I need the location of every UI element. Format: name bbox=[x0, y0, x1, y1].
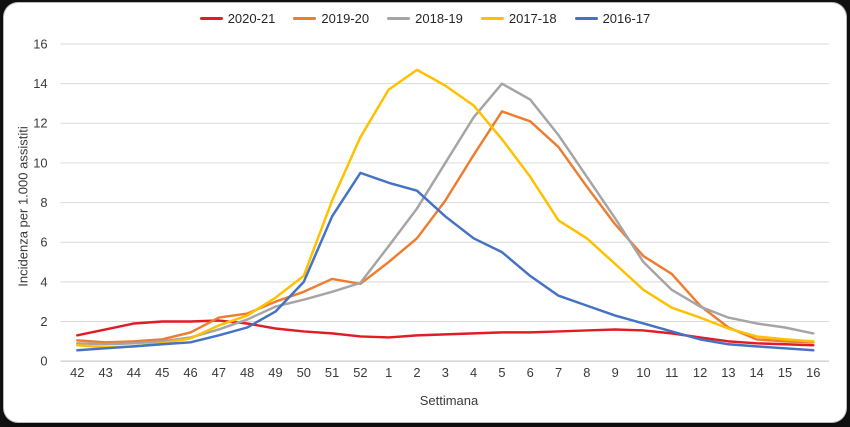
y-tick-label-8: 8 bbox=[40, 195, 47, 210]
x-tick-label-51: 51 bbox=[325, 365, 339, 380]
y-axis-title: Incidenza per 1.000 assistiti bbox=[15, 126, 31, 287]
legend-item-2018-19: 2018-19 bbox=[387, 11, 463, 26]
y-tick-label-12: 12 bbox=[33, 116, 47, 131]
x-tick-label-42: 42 bbox=[70, 365, 84, 380]
x-tick-label-14: 14 bbox=[750, 365, 764, 380]
x-tick-label-52: 52 bbox=[353, 365, 367, 380]
x-tick-label-45: 45 bbox=[155, 365, 169, 380]
x-tick-label-7: 7 bbox=[555, 365, 562, 380]
x-tick-label-47: 47 bbox=[212, 365, 226, 380]
series-line-2017-18 bbox=[76, 68, 815, 349]
legend-item-2017-18: 2017-18 bbox=[480, 11, 557, 26]
x-tick-label-2: 2 bbox=[413, 365, 420, 380]
y-tick-label-0: 0 bbox=[40, 354, 47, 369]
legend-label-2016-17: 2016-17 bbox=[602, 11, 651, 26]
x-tick-label-8: 8 bbox=[583, 365, 590, 380]
x-tick-label-13: 13 bbox=[721, 365, 735, 380]
x-tick-label-4: 4 bbox=[470, 365, 477, 380]
series-line-2016-17 bbox=[76, 171, 815, 352]
x-tick-label-3: 3 bbox=[442, 365, 449, 380]
series-line-2019-20 bbox=[76, 110, 815, 344]
x-tick-label-46: 46 bbox=[183, 365, 197, 380]
x-tick-label-9: 9 bbox=[612, 365, 619, 380]
y-tick-label-6: 6 bbox=[40, 235, 47, 250]
x-tick-label-15: 15 bbox=[778, 365, 792, 380]
x-tick-label-48: 48 bbox=[240, 365, 254, 380]
legend-item-2016-17: 2016-17 bbox=[574, 11, 651, 26]
x-tick-label-1: 1 bbox=[385, 365, 392, 380]
x-tick-label-5: 5 bbox=[498, 365, 505, 380]
chart-legend: 2020-21 2019-20 2018-19 2017-18 2016-17 bbox=[4, 11, 846, 26]
legend-item-2020-21: 2020-21 bbox=[199, 11, 276, 26]
y-tick-label-16: 16 bbox=[33, 36, 47, 51]
legend-swatch-2019-20 bbox=[293, 17, 317, 20]
legend-label-2018-19: 2018-19 bbox=[415, 11, 463, 26]
x-tick-label-50: 50 bbox=[297, 365, 311, 380]
x-tick-label-43: 43 bbox=[98, 365, 112, 380]
x-tick-label-49: 49 bbox=[268, 365, 282, 380]
x-tick-label-6: 6 bbox=[527, 365, 534, 380]
x-tick-label-10: 10 bbox=[636, 365, 650, 380]
legend-swatch-2018-19 bbox=[387, 17, 411, 20]
legend-swatch-2017-18 bbox=[480, 17, 504, 20]
legend-item-2019-20: 2019-20 bbox=[293, 11, 369, 26]
y-tick-label-2: 2 bbox=[40, 314, 47, 329]
series-line-2018-19 bbox=[76, 82, 815, 346]
x-tick-label-16: 16 bbox=[806, 365, 820, 380]
legend-swatch-2020-21 bbox=[199, 17, 223, 20]
legend-label-2019-20: 2019-20 bbox=[321, 11, 370, 26]
x-tick-label-11: 11 bbox=[665, 365, 678, 380]
legend-label-2020-21: 2020-21 bbox=[227, 11, 276, 26]
legend-label-2017-18: 2017-18 bbox=[508, 11, 557, 26]
y-tick-label-10: 10 bbox=[33, 155, 47, 170]
y-tick-label-14: 14 bbox=[33, 76, 47, 91]
y-tick-label-4: 4 bbox=[40, 274, 47, 289]
legend-swatch-2016-17 bbox=[574, 17, 598, 20]
x-axis-title: Settimana bbox=[419, 393, 479, 408]
x-tick-label-44: 44 bbox=[127, 365, 141, 380]
x-tick-label-12: 12 bbox=[693, 365, 707, 380]
